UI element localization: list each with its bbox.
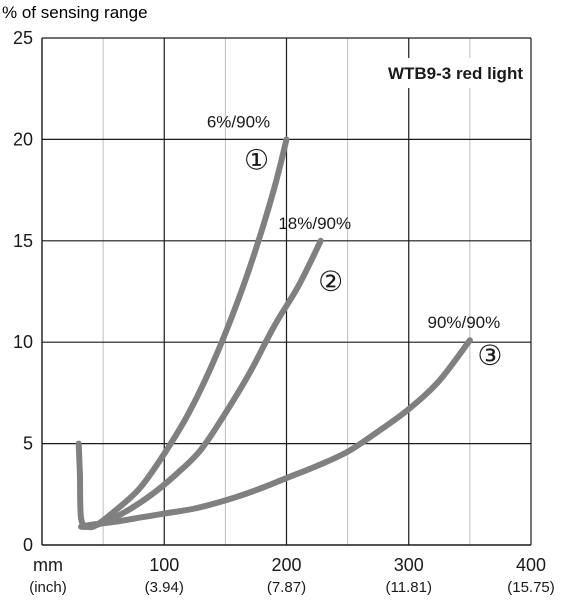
x-unit-primary-label: mm	[33, 555, 63, 575]
series-line-3	[78, 337, 473, 530]
annotations: 6%/90% ① 18%/90% ② 90%/90% ③	[207, 112, 503, 371]
y-tick-labels: 0 5 10 15 20 25	[13, 28, 33, 555]
title-backdrop	[349, 58, 529, 88]
y-tick-label: 25	[13, 28, 33, 48]
x-tick-sublabel: (7.87)	[267, 579, 306, 596]
y-tick-label: 20	[13, 129, 33, 149]
x-tick-sublabel: (3.94)	[145, 579, 184, 596]
x-tick-sublabel: (15.75)	[507, 579, 555, 596]
series-marker-2: ②	[318, 266, 343, 297]
series-marker-3: ③	[477, 340, 502, 371]
series-label-1: 6%/90%	[207, 112, 270, 131]
x-unit-secondary-label: (inch)	[29, 579, 67, 596]
x-tick-label: 400	[516, 555, 546, 575]
y-tick-label: 5	[23, 434, 33, 454]
x-tick-labels: 100 (3.94) 200 (7.87) 300 (11.81) 400 (15.75)	[145, 555, 555, 596]
series-label-2: 18%/90%	[278, 214, 351, 233]
y-tick-label: 0	[23, 535, 33, 555]
axes	[41, 38, 532, 546]
chart-title: WTB9-3 red light	[388, 64, 523, 83]
series-group	[75, 136, 473, 531]
x-tick-label: 300	[394, 555, 424, 575]
x-tick-label: 200	[271, 555, 301, 575]
x-tick-label: 100	[149, 555, 179, 575]
y-axis-label: % of sensing range	[2, 3, 148, 22]
x-tick-sublabel: (11.81)	[386, 579, 432, 596]
y-tick-label: 10	[13, 332, 33, 352]
series-marker-1: ①	[244, 144, 269, 175]
grid	[42, 37, 531, 545]
series-label-3: 90%/90%	[427, 313, 500, 332]
y-tick-label: 15	[13, 231, 33, 251]
series-line-1	[75, 136, 290, 531]
